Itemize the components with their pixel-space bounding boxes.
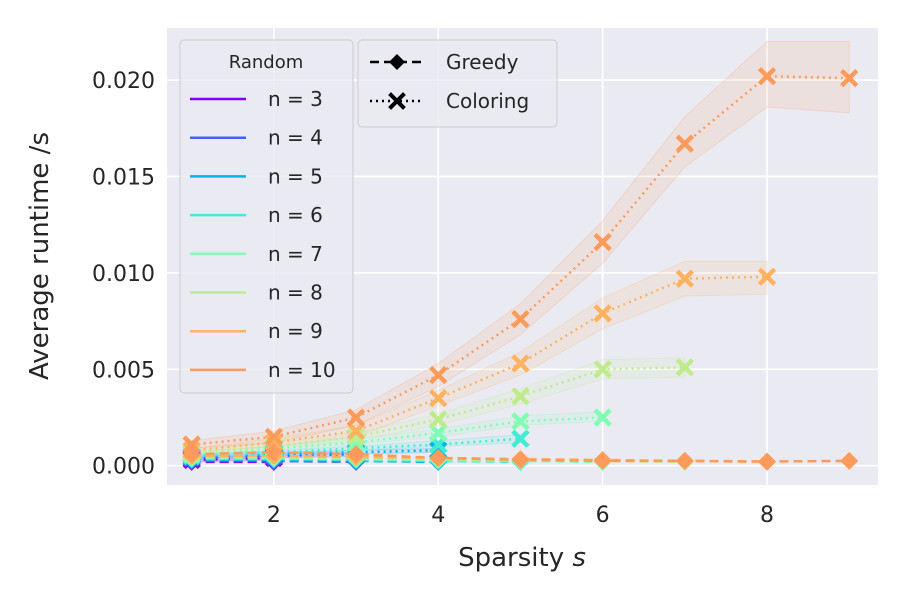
coloring-point-n10 [429,365,448,385]
greedy-point-n10 [429,449,448,468]
coloring-point-stroke [511,354,530,373]
coloring-point-n10 [511,309,530,329]
coloring-point-n6 [511,429,530,448]
x-tick-labels: 2 4 6 8 [267,503,774,528]
series-markers [182,67,859,471]
coloring-point-n10 [182,435,201,454]
coloring-point-n10 [675,134,695,153]
coloring-point-stroke [511,309,530,329]
coloring-point-stroke [346,408,366,427]
coloring-point-n10 [346,408,366,427]
coloring-point-stroke [675,269,695,288]
coloring-line-n5 [191,449,439,458]
legend-entry-label: n = 10 [268,358,336,382]
x-tick-label: 8 [760,503,774,528]
legend-entry-label: n = 5 [268,164,323,188]
x-axis-label-text: Sparsity [458,543,572,573]
legend-methods-box [357,39,558,128]
legend-random-box [179,39,354,394]
y-axis-label: Average runtime /s [25,132,55,380]
coloring-point-n9 [757,267,777,286]
greedy-point-n10 [347,445,366,464]
legend-entry-label: n = 7 [268,242,323,266]
coloring-point-n9 [511,354,530,373]
coloring-point-stroke [593,360,612,379]
coloring-point-stroke [511,387,530,406]
y-tick-labels: 0.000 0.005 0.010 0.015 0.020 [92,69,155,480]
legend-methods: Greedy Coloring [357,39,558,128]
coloring-point-n10 [593,232,612,252]
greedy-point-n10 [675,451,694,470]
legend-entry-label: n = 9 [268,319,323,343]
greedy-point-n10 [593,451,612,470]
legend-random-entries: n = 3 n = 4 n = 5 n = 6 n = 7 n = 8 n = 9 n = 1… [190,87,336,382]
coloring-point-n8 [511,387,530,406]
coloring-point-n10 [264,427,284,446]
x-tick-label: 2 [267,503,281,528]
coloring-point-stroke [264,427,284,446]
legend-coloring-x-icon [388,92,406,110]
greedy-point-n10 [182,445,201,464]
coloring-point-n9 [346,421,366,441]
coloring-point-n8 [675,358,695,377]
coloring-point-n7 [511,412,530,431]
coloring-point-n7 [593,408,612,427]
band-n9 [191,260,768,453]
coloring-point-n8 [593,360,612,379]
coloring-point-stroke [511,412,530,431]
coloring-line-n3 [191,456,274,462]
coloring-point-stroke [346,421,366,441]
greedy-point-n10 [264,443,283,462]
coloring-point-stroke [840,68,859,88]
legend-random-title: Random [229,52,304,73]
coloring-point-stroke [429,423,448,443]
legend-greedy-diamond-icon [389,54,405,70]
coloring-line-n9 [191,275,768,452]
coloring-point-n10 [757,67,777,86]
greedy-point-n10 [511,450,530,469]
x-axis-label-variable: s [572,543,586,573]
coloring-point-stroke [675,134,695,153]
coloring-point-n10 [840,68,859,88]
coloring-point-n9 [429,389,448,408]
y-tick-label: 0.005 [92,358,155,383]
coloring-point-stroke [429,410,448,429]
coloring-point-stroke [593,304,612,323]
x-tick-label: 6 [596,503,610,528]
coloring-point-stroke [511,429,530,448]
legend-random: Random n = 3n = 4n = 5n = 6n = 7n = 8n =… [179,39,354,394]
x-axis-label: Sparsity s [458,543,586,573]
coloring-point-stroke [757,267,777,286]
legend-entry-label: n = 3 [268,87,323,111]
coloring-point-stroke [182,435,201,454]
legend-entry-label: n = 4 [268,126,323,150]
legend-coloring-label: Coloring [446,89,529,113]
coloring-point-n8 [429,410,448,429]
greedy-point-n10 [758,452,777,471]
coloring-point-n6 [429,435,448,454]
coloring-point-stroke [593,408,612,427]
coloring-point-n7 [429,423,448,443]
legend-coloring-x-stroke-2 [388,92,406,110]
coloring-point-n9 [593,304,612,323]
y-tick-label: 0.015 [92,165,155,190]
coloring-point-n9 [675,269,695,288]
x-tick-label: 4 [431,503,445,528]
y-tick-label: 0.010 [92,262,155,287]
legend-entry-label: n = 6 [268,203,323,227]
legend-greedy-label: Greedy [446,50,519,74]
coloring-point-stroke [675,358,695,377]
greedy-point-n10 [840,451,859,470]
coloring-point-stroke [757,67,777,86]
coloring-point-stroke [429,435,448,454]
legend-entry-label: n = 8 [268,281,323,305]
coloring-point-stroke [429,389,448,408]
coloring-point-stroke [429,365,448,385]
coloring-point-stroke [593,232,612,252]
coloring-line-n6 [191,437,521,458]
y-tick-label: 0.020 [92,69,155,94]
y-tick-label: 0.000 [92,455,155,480]
